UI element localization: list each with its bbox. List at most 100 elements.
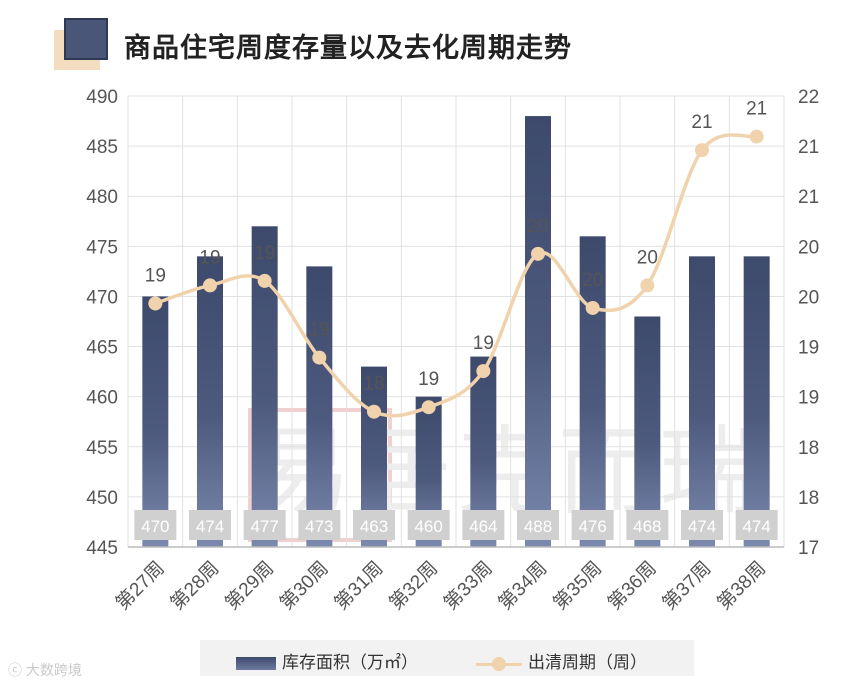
y-right-tick-label: 21	[798, 137, 819, 158]
line-value-label: 21	[691, 112, 712, 133]
bar-value-text: 460	[414, 517, 442, 536]
bar	[634, 316, 661, 547]
bar	[306, 266, 333, 547]
bar-value-label: 474	[189, 510, 231, 540]
bar	[142, 296, 169, 547]
line-value-label: 20	[582, 270, 603, 291]
line-point	[640, 278, 655, 293]
bar-value-label: 474	[735, 510, 778, 540]
x-tick-label: 第32周	[385, 557, 442, 614]
bar-value-text: 473	[305, 517, 333, 536]
legend: 库存面积（万㎡） 出清周期（周）	[200, 640, 694, 676]
y-left-tick-label: 450	[86, 488, 118, 509]
bar-value-text: 474	[196, 517, 224, 536]
legend-line-swatch	[476, 656, 522, 671]
legend-item-line: 出清周期（周）	[476, 648, 647, 673]
bar-value-label: 477	[243, 510, 286, 540]
legend-bar-swatch	[236, 657, 276, 671]
legend-bar-label: 库存面积（万㎡）	[282, 653, 418, 672]
y-left-tick-label: 490	[86, 87, 118, 108]
bar-value-box	[243, 510, 286, 540]
bar-value-label: 468	[626, 510, 669, 540]
bar-value-box	[189, 510, 231, 540]
title-area: 商品住宅周度存量以及去化周期走势	[0, 0, 857, 80]
line-point	[148, 296, 163, 311]
line-value-label: 19	[199, 247, 220, 268]
y-left-tick-label: 460	[86, 388, 118, 409]
bar-value-text: 477	[250, 517, 278, 536]
watermark-text: 易居克而瑞	[255, 416, 755, 528]
x-tick-label: 第35周	[549, 557, 606, 614]
footer-logo: ⓒ 大数跨境	[8, 660, 82, 680]
y-right-tick-label: 19	[798, 338, 819, 359]
bar	[197, 256, 223, 547]
x-tick-label: 第36周	[603, 557, 660, 614]
bar	[689, 256, 715, 547]
line-point	[749, 129, 764, 144]
line-point	[203, 278, 217, 293]
line-point	[257, 273, 272, 288]
bar	[579, 236, 606, 548]
y-left-tick-label: 475	[86, 237, 118, 258]
bar-value-box	[134, 510, 177, 540]
chart-grid	[127, 95, 785, 548]
footer-logo-text: 大数跨境	[25, 662, 82, 678]
bar-value-box	[735, 510, 778, 540]
line-value-label: 20	[527, 216, 548, 237]
bar-value-label: 488	[517, 510, 559, 540]
x-tick-label: 第38周	[713, 557, 770, 614]
bar-value-box	[626, 510, 669, 540]
footer-logo-mark: ⓒ	[8, 662, 22, 678]
bar-value-text: 464	[469, 517, 497, 536]
bar-value-label: 476	[571, 510, 614, 540]
line-point	[585, 300, 600, 315]
bar	[743, 256, 770, 547]
bar-value-box	[571, 510, 614, 540]
line-point	[367, 404, 381, 419]
y-right-tick-label: 20	[798, 237, 819, 258]
x-tick-label: 第37周	[658, 557, 715, 614]
y-right-tick-label: 17	[798, 538, 819, 559]
y-left-tick-label: 470	[86, 287, 118, 308]
line-point	[531, 246, 545, 261]
bar-value-label: 463	[353, 510, 395, 540]
line-point	[476, 364, 491, 379]
line-value-label: 21	[746, 99, 767, 120]
x-tick-label: 第28周	[166, 557, 223, 614]
line-value-labels: 19 19 19 19 18 19 19 20 20 20 21 21	[145, 99, 767, 395]
x-tick-label: 第29周	[221, 557, 278, 614]
legend-item-bars: 库存面积（万㎡）	[236, 648, 418, 673]
line-value-label: 18	[363, 374, 384, 395]
bar-value-label: 474	[681, 510, 723, 540]
bar-value-box	[462, 510, 505, 540]
y-right-tick-label: 21	[798, 187, 819, 208]
bar-value-labels: 470 474 477 473 463 460 464 488 476 468 474 474	[134, 510, 778, 540]
line-value-label: 19	[473, 333, 494, 354]
x-tick-label: 第31周	[330, 557, 387, 614]
line-value-label: 19	[145, 265, 166, 286]
bar-value-text: 476	[578, 517, 606, 536]
bar-value-text: 470	[141, 517, 169, 536]
line-point	[312, 350, 327, 365]
line-value-label: 19	[309, 320, 330, 341]
legend-line-label: 出清周期（周）	[528, 653, 647, 672]
line-value-label: 20	[637, 247, 658, 268]
line-value-label: 19	[254, 243, 275, 264]
y-left-tick-label: 485	[86, 137, 118, 158]
title-square-icon	[64, 18, 108, 60]
y-right-tick-label: 19	[798, 388, 819, 409]
bar-value-box	[353, 510, 395, 540]
line-point	[695, 143, 709, 158]
bar-value-text: 474	[688, 517, 716, 536]
bar-value-box	[298, 510, 341, 540]
bar-value-label: 473	[298, 510, 341, 540]
line-series	[148, 129, 764, 419]
bar-value-box	[407, 510, 450, 540]
y-right-tick-label: 18	[798, 488, 819, 509]
bar	[525, 116, 551, 548]
bar-value-label: 464	[462, 510, 505, 540]
chart-title: 商品住宅周度存量以及去化周期走势	[124, 33, 572, 63]
bar-value-text: 474	[742, 517, 770, 536]
line-value-label: 19	[418, 369, 439, 390]
